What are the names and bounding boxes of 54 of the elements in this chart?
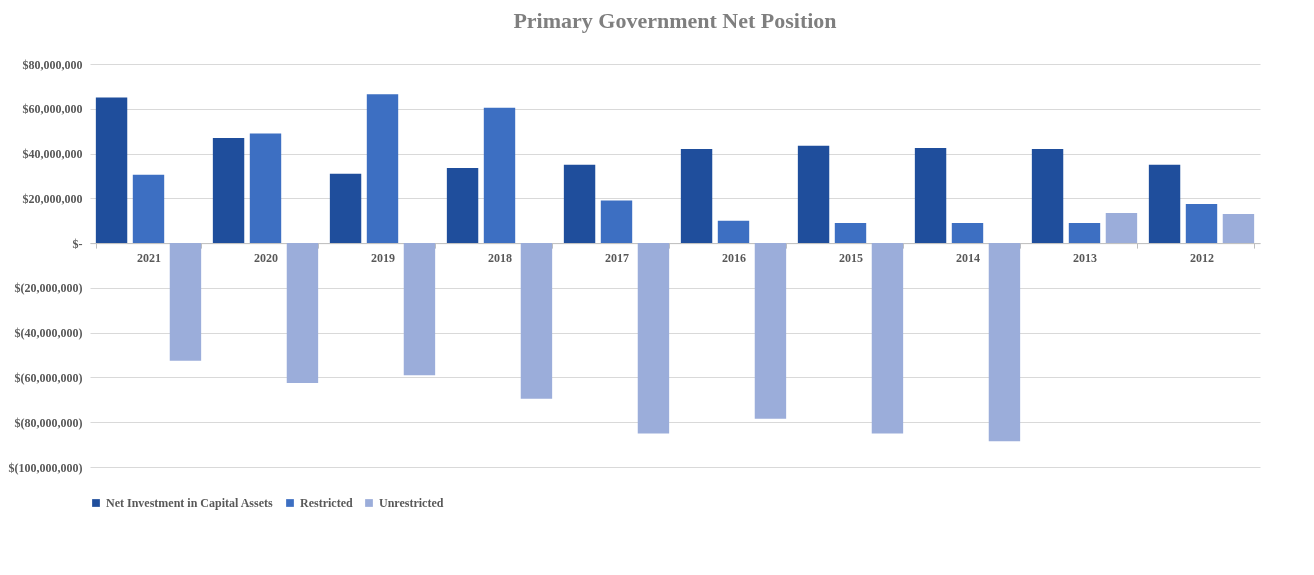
x-tick-label: 2021 [137,250,161,265]
bar [1068,222,1101,244]
y-tick-label: $- [72,236,83,251]
bar [286,243,319,384]
bar [797,145,830,244]
bar [563,164,596,244]
bar [1105,212,1138,244]
x-tick-label: 2013 [1073,250,1097,265]
bar [600,200,633,244]
bar [249,133,282,244]
y-tick-label: $(60,000,000) [14,370,83,385]
y-tick-label: $20,000,000 [22,191,83,206]
bar [988,243,1021,442]
y-tick-label: $(20,000,000) [14,281,83,296]
bar [212,137,245,244]
bar [329,173,362,244]
legend-label: Unrestricted [379,496,444,510]
bar [483,107,516,244]
legend-label: Net Investment in Capital Assets [106,496,273,510]
bar [1148,164,1181,244]
x-tick-label: 2017 [605,250,629,265]
bar [1031,149,1064,244]
x-tick-label: 2016 [722,250,746,265]
bar [834,222,867,244]
bar [169,243,202,361]
x-tick-label: 2014 [956,250,980,265]
legend-label: Restricted [300,496,353,510]
bar [871,243,904,434]
x-tick-label: 2019 [371,250,395,265]
x-tick-label: 2012 [1190,250,1214,265]
bar [403,243,436,376]
bar [680,149,713,244]
bar [951,222,984,244]
bar [754,243,787,419]
y-tick-label: $60,000,000 [22,102,83,117]
y-tick-label: $(40,000,000) [14,326,83,341]
bar [520,243,553,399]
bar [95,97,128,244]
bar [717,220,750,244]
y-tick-label: $40,000,000 [22,147,83,162]
y-tick-label: $80,000,000 [22,57,83,72]
y-tick-label: $(80,000,000) [14,415,83,430]
x-tick-label: 2020 [254,250,278,265]
x-tick-label: 2015 [839,250,863,265]
bar [1222,214,1255,244]
bar [132,174,165,244]
y-tick-label: $(100,000,000) [8,460,83,475]
bar [1185,203,1218,244]
bar [914,147,947,244]
bar [446,168,479,244]
x-tick-label: 2018 [488,250,512,265]
chart-title: Primary Government Net Position [513,8,837,33]
bar [637,243,670,434]
bar [366,94,399,244]
